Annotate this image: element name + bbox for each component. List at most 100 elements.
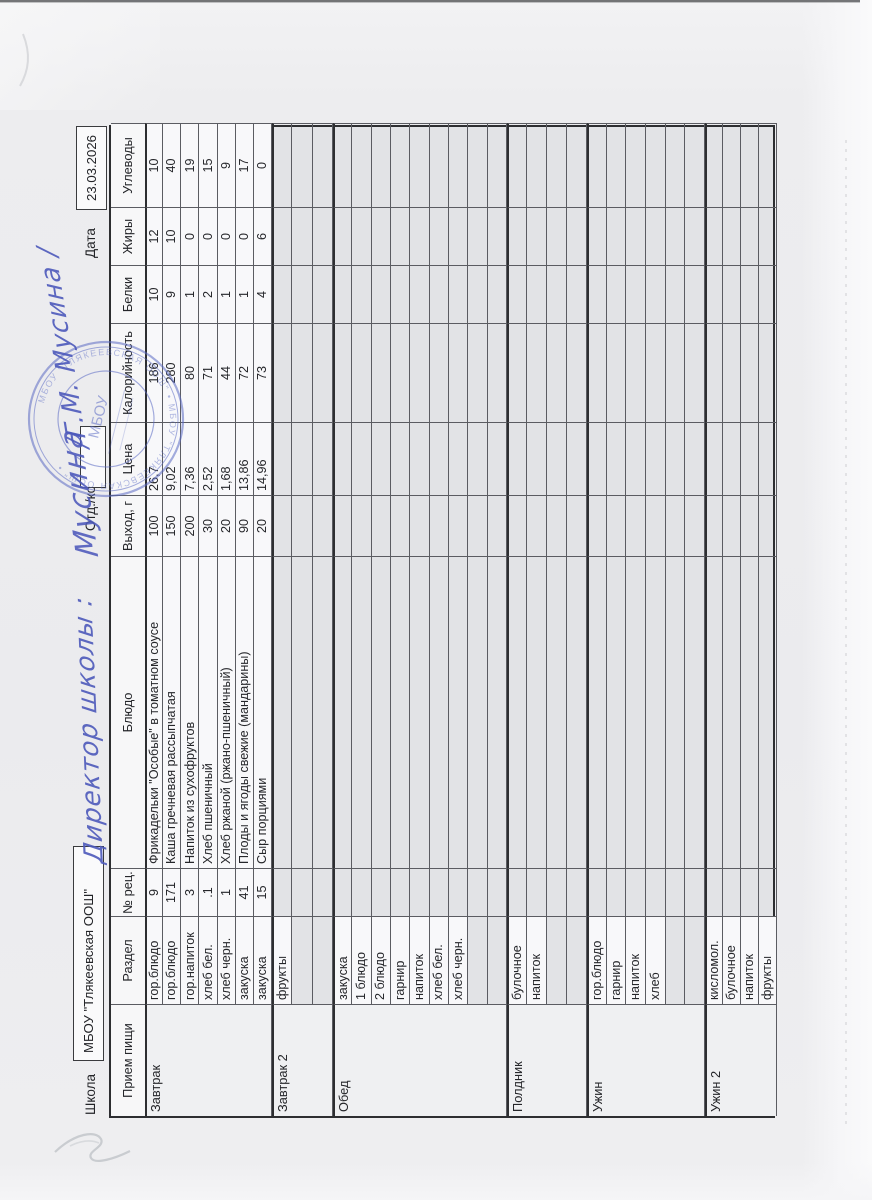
meal-cell: Полдник xyxy=(506,1004,587,1116)
cell-carbs xyxy=(448,123,469,207)
cell-carbs xyxy=(665,123,686,207)
cell-fat xyxy=(332,207,353,265)
cell-price xyxy=(685,422,705,495)
date-value-box: 23.03.2026 xyxy=(76,126,107,210)
cell-num xyxy=(312,868,333,916)
cell-kcal xyxy=(685,323,705,422)
cell-kcal xyxy=(740,323,759,422)
cell-carbs xyxy=(526,123,547,207)
cell-out xyxy=(390,495,411,556)
cell-fat xyxy=(546,207,567,265)
cell-carbs: 40 xyxy=(163,123,182,207)
col-header: Блюдо xyxy=(111,556,145,868)
cell-dish xyxy=(506,556,527,868)
cell-kcal xyxy=(292,323,313,422)
cell-protein xyxy=(546,265,567,323)
cell-carbs: 10 xyxy=(145,123,164,207)
cell-kcal xyxy=(704,323,723,422)
cell-kcal: 44 xyxy=(217,323,236,422)
cell-razdel: фрукты xyxy=(271,916,293,1004)
cell-protein xyxy=(506,265,527,323)
cell-dish xyxy=(586,556,607,868)
cell-kcal xyxy=(448,323,469,422)
cell-carbs xyxy=(758,123,777,207)
cell-kcal: 71 xyxy=(199,323,218,422)
cell-fat xyxy=(758,207,777,265)
col-header: Раздел xyxy=(111,916,145,1004)
cell-dish: Хлеб ржаной (ржано-пшеничный) xyxy=(217,556,236,868)
cell-protein xyxy=(704,265,723,323)
cell-razdel xyxy=(292,916,313,1004)
cell-kcal xyxy=(506,323,527,422)
cell-out xyxy=(685,495,705,556)
cell-razdel: хлеб черн. xyxy=(217,916,236,1004)
cell-carbs: 9 xyxy=(217,123,236,207)
cell-fat: 0 xyxy=(217,207,236,265)
cell-num: 15 xyxy=(253,868,272,916)
cell-razdel xyxy=(665,916,686,1004)
cell-price xyxy=(429,422,449,495)
cell-razdel: фрукты xyxy=(758,916,777,1004)
cell-protein xyxy=(526,265,547,323)
cell-dish xyxy=(606,556,627,868)
cell-razdel: напиток xyxy=(410,916,430,1004)
meal-cell: Ужин xyxy=(586,1004,705,1116)
cell-num xyxy=(606,868,627,916)
cell-num: 1 xyxy=(217,868,236,916)
cell-razdel: гор.блюдо xyxy=(163,916,182,1004)
cell-protein xyxy=(665,265,686,323)
cell-dish xyxy=(487,556,507,868)
cell-kcal: 73 xyxy=(253,323,272,422)
cell-protein xyxy=(371,265,391,323)
cell-dish: Напиток из сухофруктов xyxy=(181,556,200,868)
cell-kcal xyxy=(722,323,741,422)
cell-num: 171 xyxy=(163,868,182,916)
cell-dish xyxy=(410,556,430,868)
col-header: № рец. xyxy=(111,868,145,916)
cell-razdel: закуска xyxy=(332,916,353,1004)
cell-kcal xyxy=(606,323,627,422)
cell-fat xyxy=(566,207,587,265)
cell-num xyxy=(740,868,759,916)
cell-kcal xyxy=(352,323,372,422)
cell-num xyxy=(332,868,353,916)
cell-kcal xyxy=(312,323,333,422)
cell-kcal xyxy=(429,323,449,422)
cell-carbs xyxy=(546,123,567,207)
cell-protein xyxy=(332,265,353,323)
cell-razdel xyxy=(566,916,587,1004)
cell-num xyxy=(685,868,705,916)
date-value: 23.03.2026 xyxy=(84,135,99,202)
cell-kcal xyxy=(626,323,646,422)
school-label: Школа xyxy=(83,1073,98,1115)
cell-fat xyxy=(506,207,527,265)
cell-protein xyxy=(312,265,333,323)
cell-razdel xyxy=(468,916,488,1004)
cell-num xyxy=(645,868,666,916)
cell-carbs xyxy=(740,123,759,207)
cell-carbs xyxy=(332,123,353,207)
cell-price xyxy=(352,422,372,495)
cell-razdel: гор.напиток xyxy=(181,916,200,1004)
cell-out: 90 xyxy=(235,495,254,556)
cell-out xyxy=(487,495,507,556)
cell-razdel: гор.блюдо xyxy=(145,916,164,1004)
cell-razdel: закуска xyxy=(235,916,254,1004)
cell-protein xyxy=(292,265,313,323)
cell-price xyxy=(626,422,646,495)
cell-fat: 12 xyxy=(145,207,164,265)
cell-fat xyxy=(740,207,759,265)
col-header: Углеводы xyxy=(111,123,145,207)
cell-price xyxy=(410,422,430,495)
cell-protein xyxy=(566,265,587,323)
date-label: Дата xyxy=(83,228,98,258)
cell-kcal xyxy=(468,323,488,422)
cell-dish: Фрикадельки "Особые" в томатном соусе xyxy=(145,556,164,868)
cell-dish: Каша гречневая рассыпчатая xyxy=(163,556,182,868)
cell-carbs xyxy=(352,123,372,207)
cell-fat xyxy=(606,207,627,265)
director-signature-line: Директор школы : xyxy=(68,594,110,865)
cell-out: 20 xyxy=(253,495,272,556)
cell-carbs: 17 xyxy=(235,123,254,207)
cell-carbs xyxy=(506,123,527,207)
